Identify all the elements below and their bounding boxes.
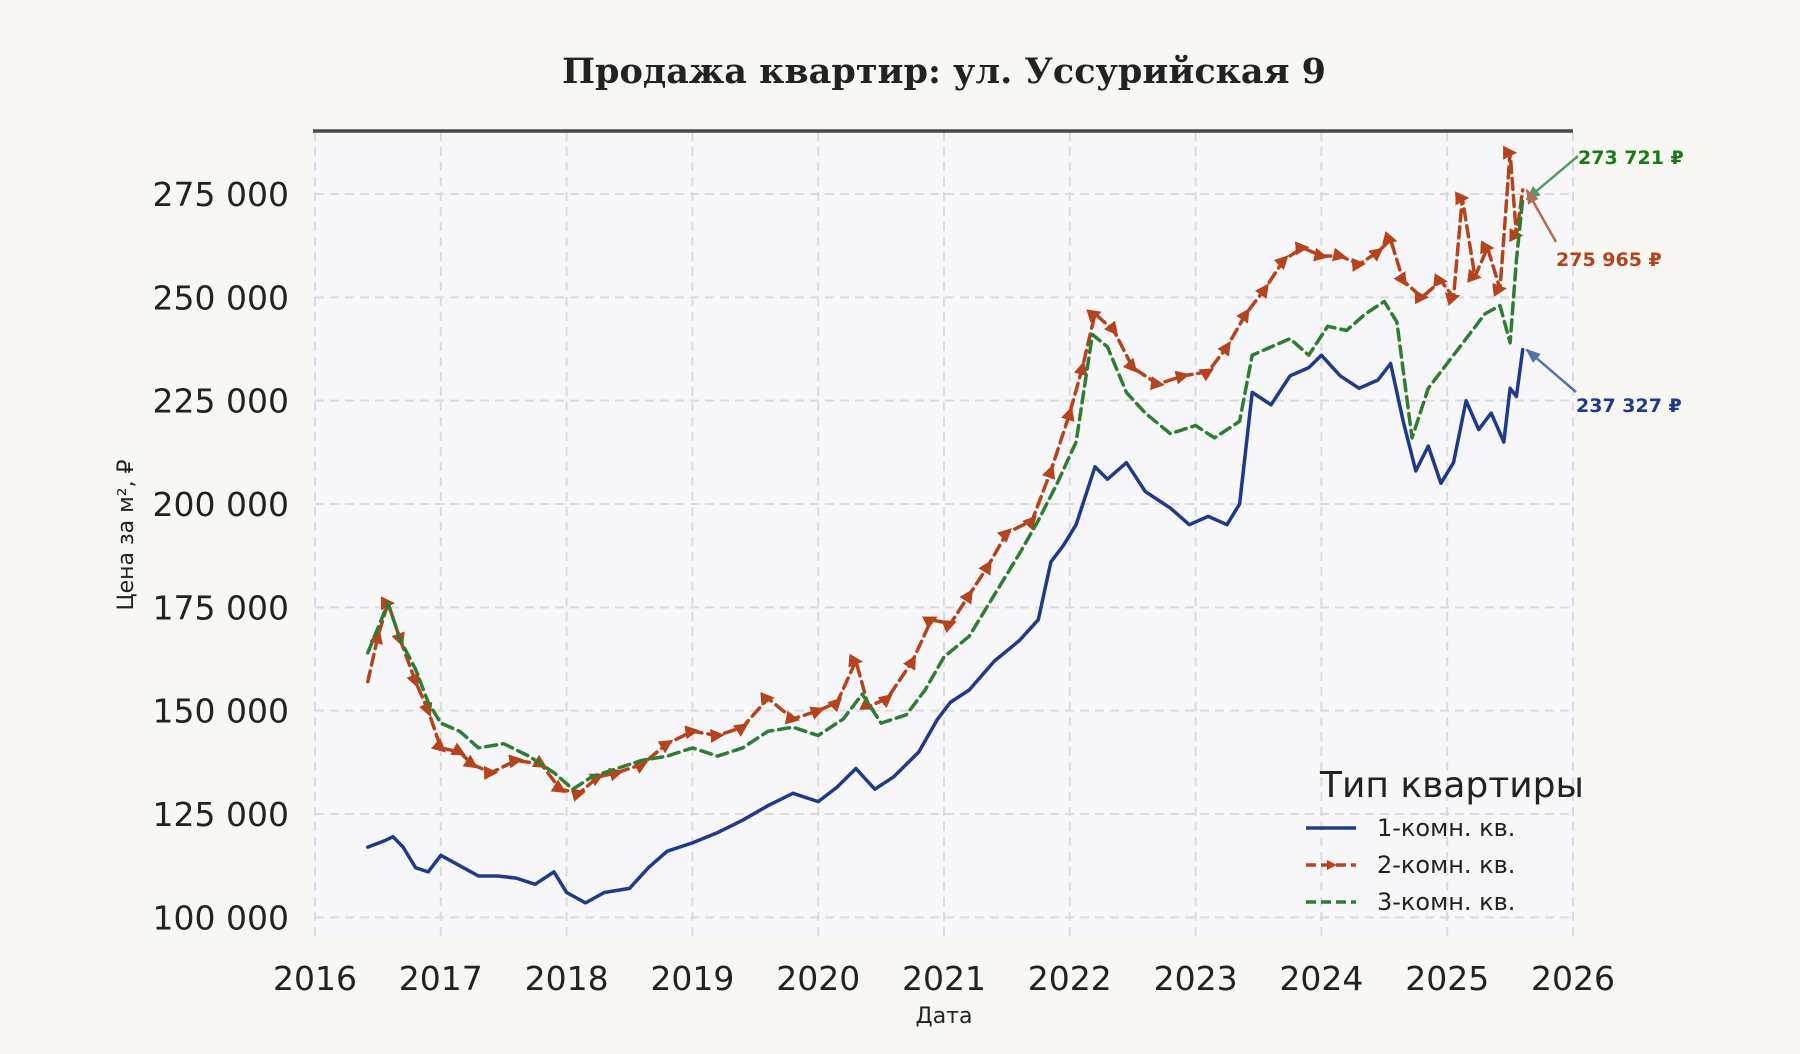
x-tick-label: 2016 — [273, 959, 357, 998]
chart-title: Продажа квартир: ул. Уссурийская 9 — [562, 51, 1326, 92]
legend-label: 1-комн. кв. — [1377, 814, 1515, 842]
y-tick-label: 250 000 — [153, 278, 289, 317]
annotation-label: 273 721 ₽ — [1578, 147, 1684, 169]
x-tick-label: 2025 — [1405, 959, 1489, 998]
y-tick-label: 225 000 — [153, 382, 289, 421]
y-tick-label: 125 000 — [153, 795, 289, 834]
x-tick-label: 2018 — [525, 959, 609, 998]
series-line-2 — [366, 145, 1525, 802]
annotation-label: 275 965 ₽ — [1556, 249, 1662, 271]
series-line-3 — [366, 197, 1525, 791]
x-tick-label: 2024 — [1279, 959, 1363, 998]
x-tick-label: 2023 — [1154, 959, 1238, 998]
x-tick-label: 2020 — [776, 959, 860, 998]
x-tick-label: 2021 — [902, 959, 986, 998]
x-tick-label: 2019 — [650, 959, 734, 998]
y-tick-label: 100 000 — [153, 898, 289, 937]
x-tick-label: 2026 — [1531, 959, 1615, 998]
legend-label: 2-комн. кв. — [1377, 851, 1515, 879]
y-axis-label: Цена за м², ₽ — [114, 459, 139, 610]
y-tick-label: 275 000 — [153, 175, 289, 214]
x-axis-ticks: 2016 2017 2018 2019 2020 2021 2022 2023 2024 2025… — [273, 959, 1615, 998]
legend-arrow-marker — [1327, 860, 1337, 870]
x-tick-label: 2017 — [399, 959, 483, 998]
annotation-arrow — [1525, 188, 1558, 243]
legend-items: 1-комн. кв. 2-комн. кв. 3-комн. кв. — [1306, 814, 1515, 916]
y-tick-label: 175 000 — [153, 588, 289, 627]
legend: Тип квартиры 1-комн. кв. 2-комн. кв. 3-ком… — [1306, 765, 1584, 916]
legend-label: 3-комн. кв. — [1377, 888, 1515, 916]
series-lines — [366, 145, 1525, 905]
annotation-label: 237 327 ₽ — [1576, 395, 1682, 417]
y-tick-label: 200 000 — [153, 485, 289, 524]
annotations: 273 721 ₽ 275 965 ₽ 237 327 ₽ — [1525, 147, 1684, 417]
y-axis-ticks: 100 000 125 000 150 000 175 000 200 000 225 0… — [153, 175, 289, 937]
annotation-arrow — [1525, 348, 1577, 393]
y-tick-label: 150 000 — [153, 692, 289, 731]
legend-title: Тип квартиры — [1319, 765, 1584, 806]
x-tick-label: 2022 — [1028, 959, 1112, 998]
x-axis-label: Дата — [916, 1004, 973, 1029]
